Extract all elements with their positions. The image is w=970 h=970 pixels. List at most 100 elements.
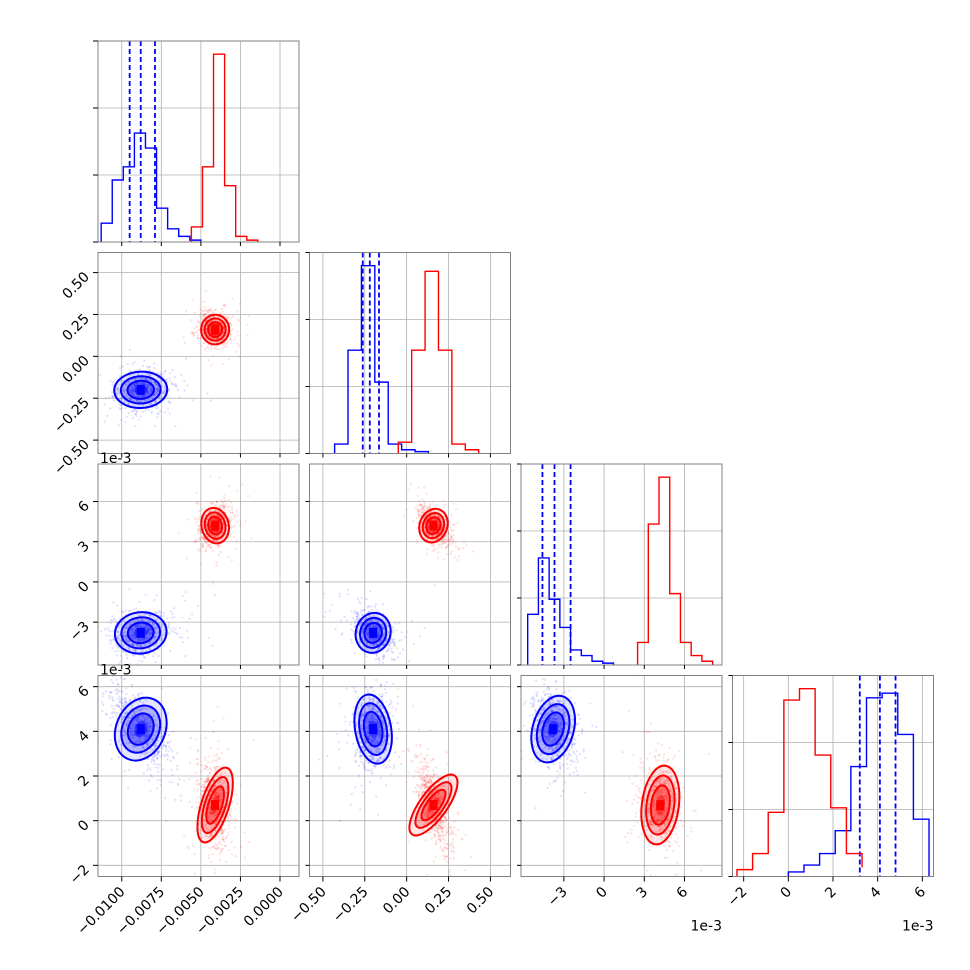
sample-point-red	[202, 313, 205, 317]
sample-point-red	[446, 552, 449, 556]
sample-point-blue	[360, 633, 364, 636]
sample-point-red	[415, 539, 418, 542]
sample-point-red	[203, 538, 206, 541]
sample-point-blue	[126, 639, 129, 643]
sample-point-red	[216, 531, 219, 534]
sample-point-red	[212, 514, 216, 517]
sample-point-blue	[115, 644, 118, 647]
sample-point-blue	[148, 628, 151, 631]
sample-point-blue	[121, 698, 125, 701]
sample-point-blue	[129, 398, 132, 401]
sample-point-blue	[125, 637, 128, 640]
sample-point-blue	[134, 607, 138, 610]
sample-point-blue	[143, 394, 147, 398]
sample-point-blue	[130, 393, 133, 396]
sample-point-blue	[145, 721, 148, 724]
sample-point-red	[193, 327, 196, 330]
sample-point-red	[209, 523, 212, 526]
sample-point-red	[417, 504, 420, 507]
sample-point-blue	[140, 395, 144, 398]
sample-point-blue	[111, 698, 114, 701]
sample-point-blue	[138, 637, 141, 641]
sample-point-blue	[398, 652, 402, 655]
sample-point-blue	[191, 399, 194, 402]
sample-point-red	[437, 543, 441, 546]
sample-point-blue	[116, 683, 120, 686]
sample-point-blue	[163, 370, 166, 373]
sample-point-red	[457, 548, 460, 551]
sample-point-blue	[139, 415, 142, 418]
sample-point-red	[199, 538, 202, 541]
sample-point-blue	[99, 373, 102, 376]
sample-point-blue	[156, 390, 159, 393]
sample-point-blue	[109, 739, 112, 742]
sample-point-blue	[368, 614, 371, 617]
sample-point-blue	[129, 398, 132, 401]
sample-point-red	[235, 350, 238, 353]
sample-point-blue	[132, 694, 135, 697]
sample-point-blue	[147, 629, 150, 632]
sample-point-blue	[149, 614, 153, 617]
sample-point-blue	[124, 651, 128, 654]
sample-point-red	[217, 553, 220, 556]
sample-point-red	[226, 505, 229, 509]
sample-point-blue	[381, 655, 385, 658]
sample-point-blue	[386, 649, 389, 652]
sample-point-blue	[173, 615, 176, 619]
sample-point-red	[215, 539, 219, 542]
sample-point-blue	[166, 407, 169, 410]
sample-point-red	[448, 539, 452, 542]
sample-point-blue	[125, 393, 129, 396]
sample-point-red	[238, 524, 242, 527]
sample-point-blue	[134, 378, 138, 381]
sample-point-blue	[133, 619, 136, 622]
sample-point-red	[229, 333, 232, 336]
sample-point-blue	[145, 386, 148, 389]
sample-point-blue	[163, 626, 166, 629]
sample-point-blue	[353, 619, 356, 622]
sample-point-blue	[130, 389, 133, 392]
sample-point-blue	[161, 392, 164, 395]
sample-point-blue	[134, 387, 138, 391]
sample-point-blue	[145, 626, 148, 630]
sample-point-blue	[377, 631, 380, 634]
sample-point-blue	[142, 772, 146, 775]
density-peak-red	[211, 520, 220, 531]
sample-point-blue	[116, 635, 120, 638]
sample-point-red	[197, 528, 200, 531]
panel-background	[98, 41, 299, 242]
sample-point-red	[186, 518, 190, 521]
sample-point-blue	[155, 387, 158, 390]
sample-point-blue	[154, 611, 157, 614]
sample-point-red	[208, 330, 212, 333]
sample-point-red	[449, 534, 452, 537]
sample-point-blue	[119, 375, 122, 378]
sample-point-blue	[390, 650, 393, 653]
sample-point-red	[203, 341, 206, 344]
sample-point-blue	[142, 625, 145, 628]
sample-point-blue	[145, 632, 148, 636]
y-tick-label: 0.25	[59, 311, 92, 344]
sample-point-red	[431, 550, 434, 553]
sample-point-blue	[394, 622, 397, 625]
sample-point-blue	[361, 613, 364, 616]
histogram-blue-p1	[100, 132, 202, 242]
sample-point-blue	[125, 639, 128, 642]
sample-point-blue	[118, 403, 121, 406]
sample-point-blue	[122, 633, 125, 636]
sample-point-blue	[136, 693, 140, 696]
sample-point-red	[419, 503, 422, 506]
sample-point-red	[218, 476, 221, 479]
sample-point-blue	[107, 627, 110, 630]
sample-point-blue	[367, 605, 370, 608]
sample-point-red	[432, 543, 435, 547]
sample-point-blue	[153, 617, 156, 620]
sample-point-blue	[113, 617, 116, 620]
sample-point-blue	[117, 392, 121, 395]
sample-point-blue	[132, 644, 135, 647]
sample-point-blue	[133, 384, 137, 387]
sample-point-red	[217, 337, 220, 340]
histogram-red-p2	[397, 270, 480, 454]
sample-point-red	[215, 530, 219, 533]
sample-point-blue	[374, 624, 377, 627]
